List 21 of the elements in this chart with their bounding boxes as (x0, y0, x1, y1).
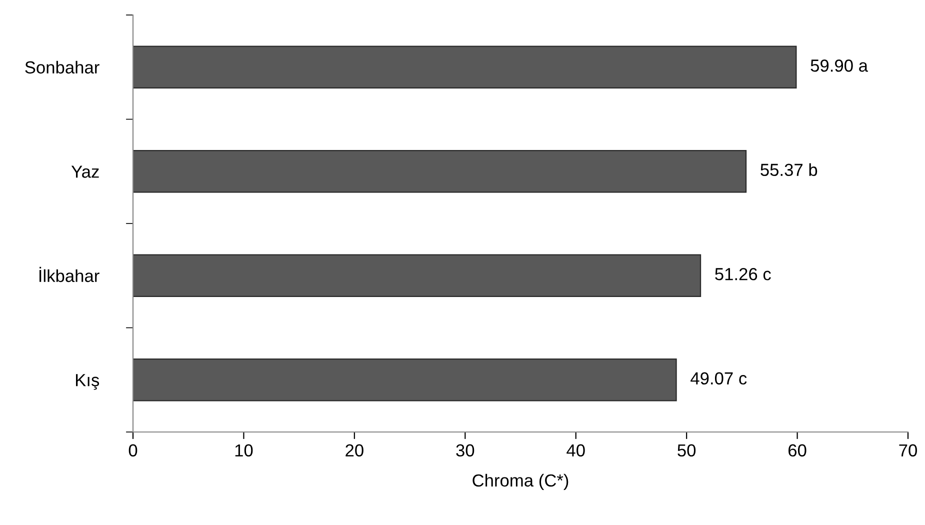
data-label: 59.90 a (810, 59, 868, 72)
bar (133, 150, 747, 193)
bar (133, 358, 677, 402)
y-tick-label: Yaz (71, 166, 99, 178)
x-tick-label: 50 (678, 444, 696, 457)
bar (133, 46, 797, 89)
x-tick-label: 70 (899, 444, 917, 457)
y-tick-label: Kış (76, 374, 100, 390)
x-tick-label: 10 (235, 444, 253, 457)
x-axis-title: Chroma (C*) (472, 474, 568, 490)
x-tick-label: 40 (566, 444, 585, 457)
x-tick-label: 0 (128, 444, 138, 457)
data-label: 51.26 c (715, 268, 771, 280)
data-label: 49.07 c (690, 372, 747, 385)
x-tick-label: 30 (456, 444, 474, 457)
data-label: 55.37 b (760, 163, 818, 176)
x-tick-label: 20 (346, 444, 364, 457)
bar (133, 254, 702, 298)
y-tick-label: İlkbahar (40, 266, 100, 282)
y-tick-label: Sonbahar (25, 60, 100, 74)
x-tick-label: 60 (788, 444, 806, 457)
